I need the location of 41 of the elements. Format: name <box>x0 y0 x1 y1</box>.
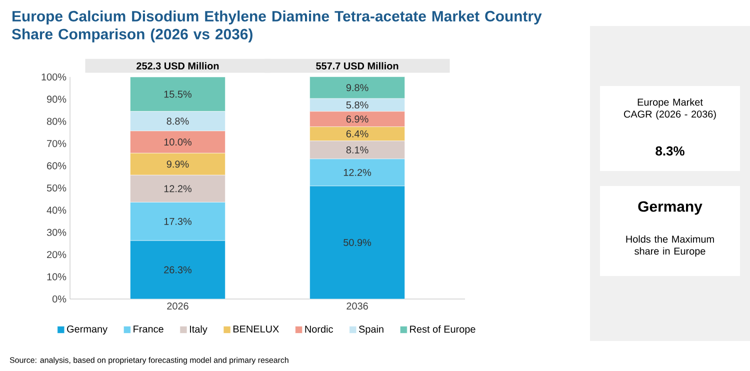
data-label: 12.2% <box>344 168 372 176</box>
annotation: 557.7 USD Million <box>316 62 398 70</box>
y-tick-label: 0% <box>52 295 66 303</box>
x-tick-label: 2026 <box>167 302 188 310</box>
y-tick-label: 80% <box>46 118 66 125</box>
y-tick-label: 90% <box>47 96 66 103</box>
y-tick-label: 50% <box>46 184 66 192</box>
data-label: 8.8% <box>166 118 189 125</box>
data-label: 9.9% <box>166 160 189 168</box>
y-tick-label: 20% <box>47 251 66 258</box>
y-tick-label: 10% <box>47 273 66 280</box>
y-tick-label: 30% <box>46 228 66 236</box>
x-tick-label: 2036 <box>346 302 368 310</box>
data-label: 9.8% <box>346 84 368 92</box>
text: 8.3% <box>656 146 684 156</box>
y-tick-label: 40% <box>46 206 66 214</box>
data-label: 26.3% <box>164 266 192 274</box>
legend-label: Spain <box>358 325 384 335</box>
legend-label: BENELUX <box>233 326 279 333</box>
legend-label: Italy <box>190 325 208 335</box>
y-tick-label: 70% <box>47 140 66 148</box>
data-label: 50.9% <box>344 238 372 246</box>
data-label: 15.5% <box>164 90 192 98</box>
text: Holds the Maximum share in Europe <box>626 235 714 257</box>
data-label: 6.4% <box>346 130 368 138</box>
legend-label: France <box>134 326 164 333</box>
legend-label: Germany <box>67 326 108 335</box>
text: Germany <box>638 201 702 215</box>
data-label: 8.1% <box>346 146 368 154</box>
annotation: 252.3 USD Million <box>136 62 219 70</box>
data-label: 17.3% <box>164 218 192 225</box>
y-tick-label: 100% <box>42 73 66 81</box>
data-label: 5.8% <box>346 101 368 108</box>
data-label: 12.2% <box>164 185 192 192</box>
chart-title: Europe Calcium Disodium Ethylene Diamine Tetra-acetate Market Country Share Comparison (2026 vs 2036) <box>12 10 542 42</box>
legend-label: Nordic <box>305 325 333 333</box>
text: Europe Market CAGR (2026 - 2036) <box>624 98 716 120</box>
data-label: 6.9% <box>346 116 368 123</box>
y-tick-label: 60% <box>47 162 66 170</box>
legend-label: Rest of Europe <box>410 325 476 335</box>
data-label: 10.0% <box>164 138 192 146</box>
